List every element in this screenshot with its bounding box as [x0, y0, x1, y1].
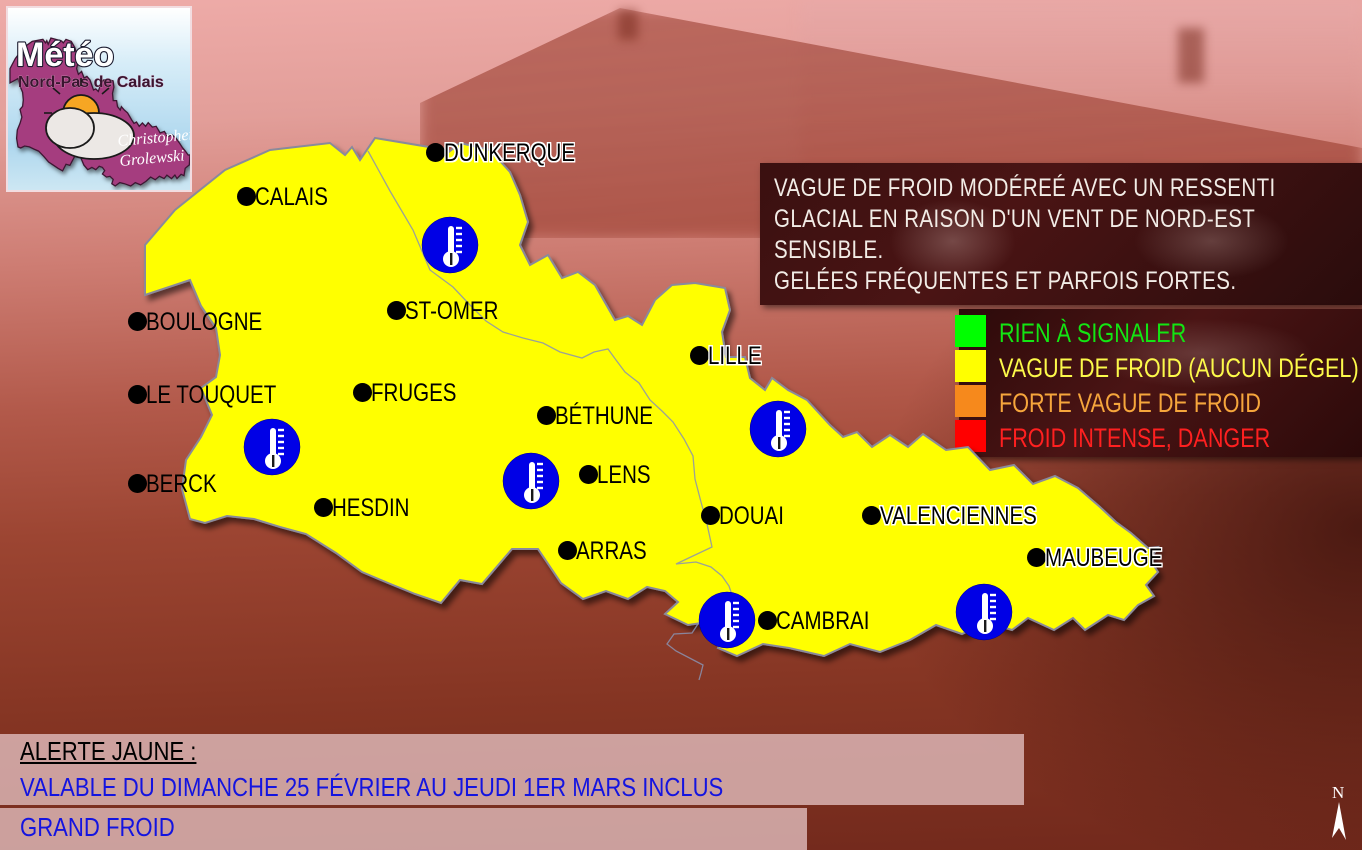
svg-text:N: N [1332, 783, 1344, 802]
